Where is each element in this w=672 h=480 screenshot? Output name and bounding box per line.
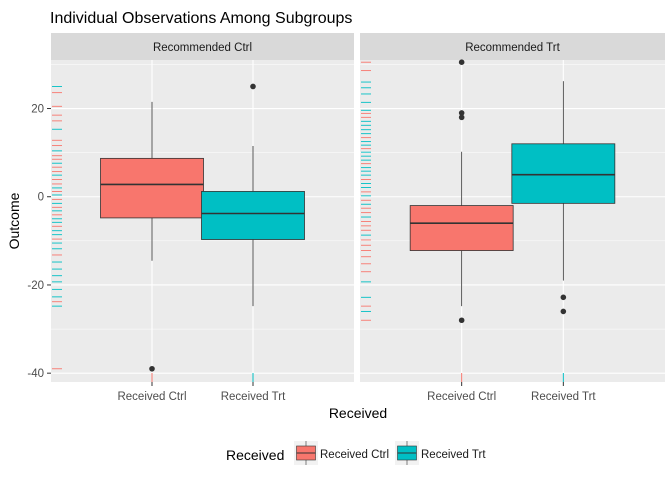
outlier-point <box>458 59 465 66</box>
panel-2-rug <box>361 61 564 382</box>
x-axis: Received Ctrl Received Trt Received Ctrl Re… <box>117 382 596 403</box>
y-axis: -40 -20 0 20 <box>27 104 51 380</box>
box-received-ctrl <box>100 101 204 372</box>
panel-1-strip <box>51 33 354 60</box>
outlier-point <box>458 110 465 116</box>
outlier-point <box>458 317 465 324</box>
y-tick-label: -20 <box>27 280 44 292</box>
box-body <box>201 191 305 240</box>
legend-ctrl-label: Received Ctrl <box>320 449 389 461</box>
box-body <box>409 205 514 251</box>
x-tick-label: Received Trt <box>531 391 596 403</box>
legend-trt-label: Received Trt <box>421 449 486 461</box>
box-body <box>100 157 204 219</box>
box-received-ctrl <box>409 59 514 324</box>
x-tick-label: Received Trt <box>221 391 286 403</box>
y-axis-title: Outcome <box>6 192 22 249</box>
chart-title: Individual Observations Among Subgroups <box>50 10 352 27</box>
box-received-trt <box>511 81 616 315</box>
outlier-point <box>250 83 256 90</box>
box-received-trt <box>201 83 305 307</box>
panel-2-strip <box>360 33 665 60</box>
outlier-point <box>560 294 567 301</box>
outlier-point <box>149 365 155 372</box>
panel-2: Recommended Trt <box>360 33 665 382</box>
panel-2-strip-label: Recommended Trt <box>465 42 560 54</box>
panel-1-strip-label: Recommended Ctrl <box>153 42 252 54</box>
legend-title: Received <box>226 447 284 463</box>
x-tick-label: Received Ctrl <box>117 391 186 403</box>
outlier-point <box>458 114 465 121</box>
panel-1: Recommended Ctrl <box>51 33 354 382</box>
x-tick-label: Received Ctrl <box>427 391 496 403</box>
y-tick-label: 20 <box>31 104 44 116</box>
legend: Received Received Ctrl Received Trt <box>226 441 486 465</box>
y-tick-label: 0 <box>38 192 44 204</box>
x-axis-title: Received <box>329 405 387 421</box>
outlier-point <box>560 308 567 315</box>
panel-2-boxes <box>409 59 616 324</box>
box-body <box>511 143 616 204</box>
panel-1-boxes <box>100 83 305 372</box>
y-tick-label: -40 <box>27 368 44 380</box>
panel-1-rug <box>52 86 254 382</box>
